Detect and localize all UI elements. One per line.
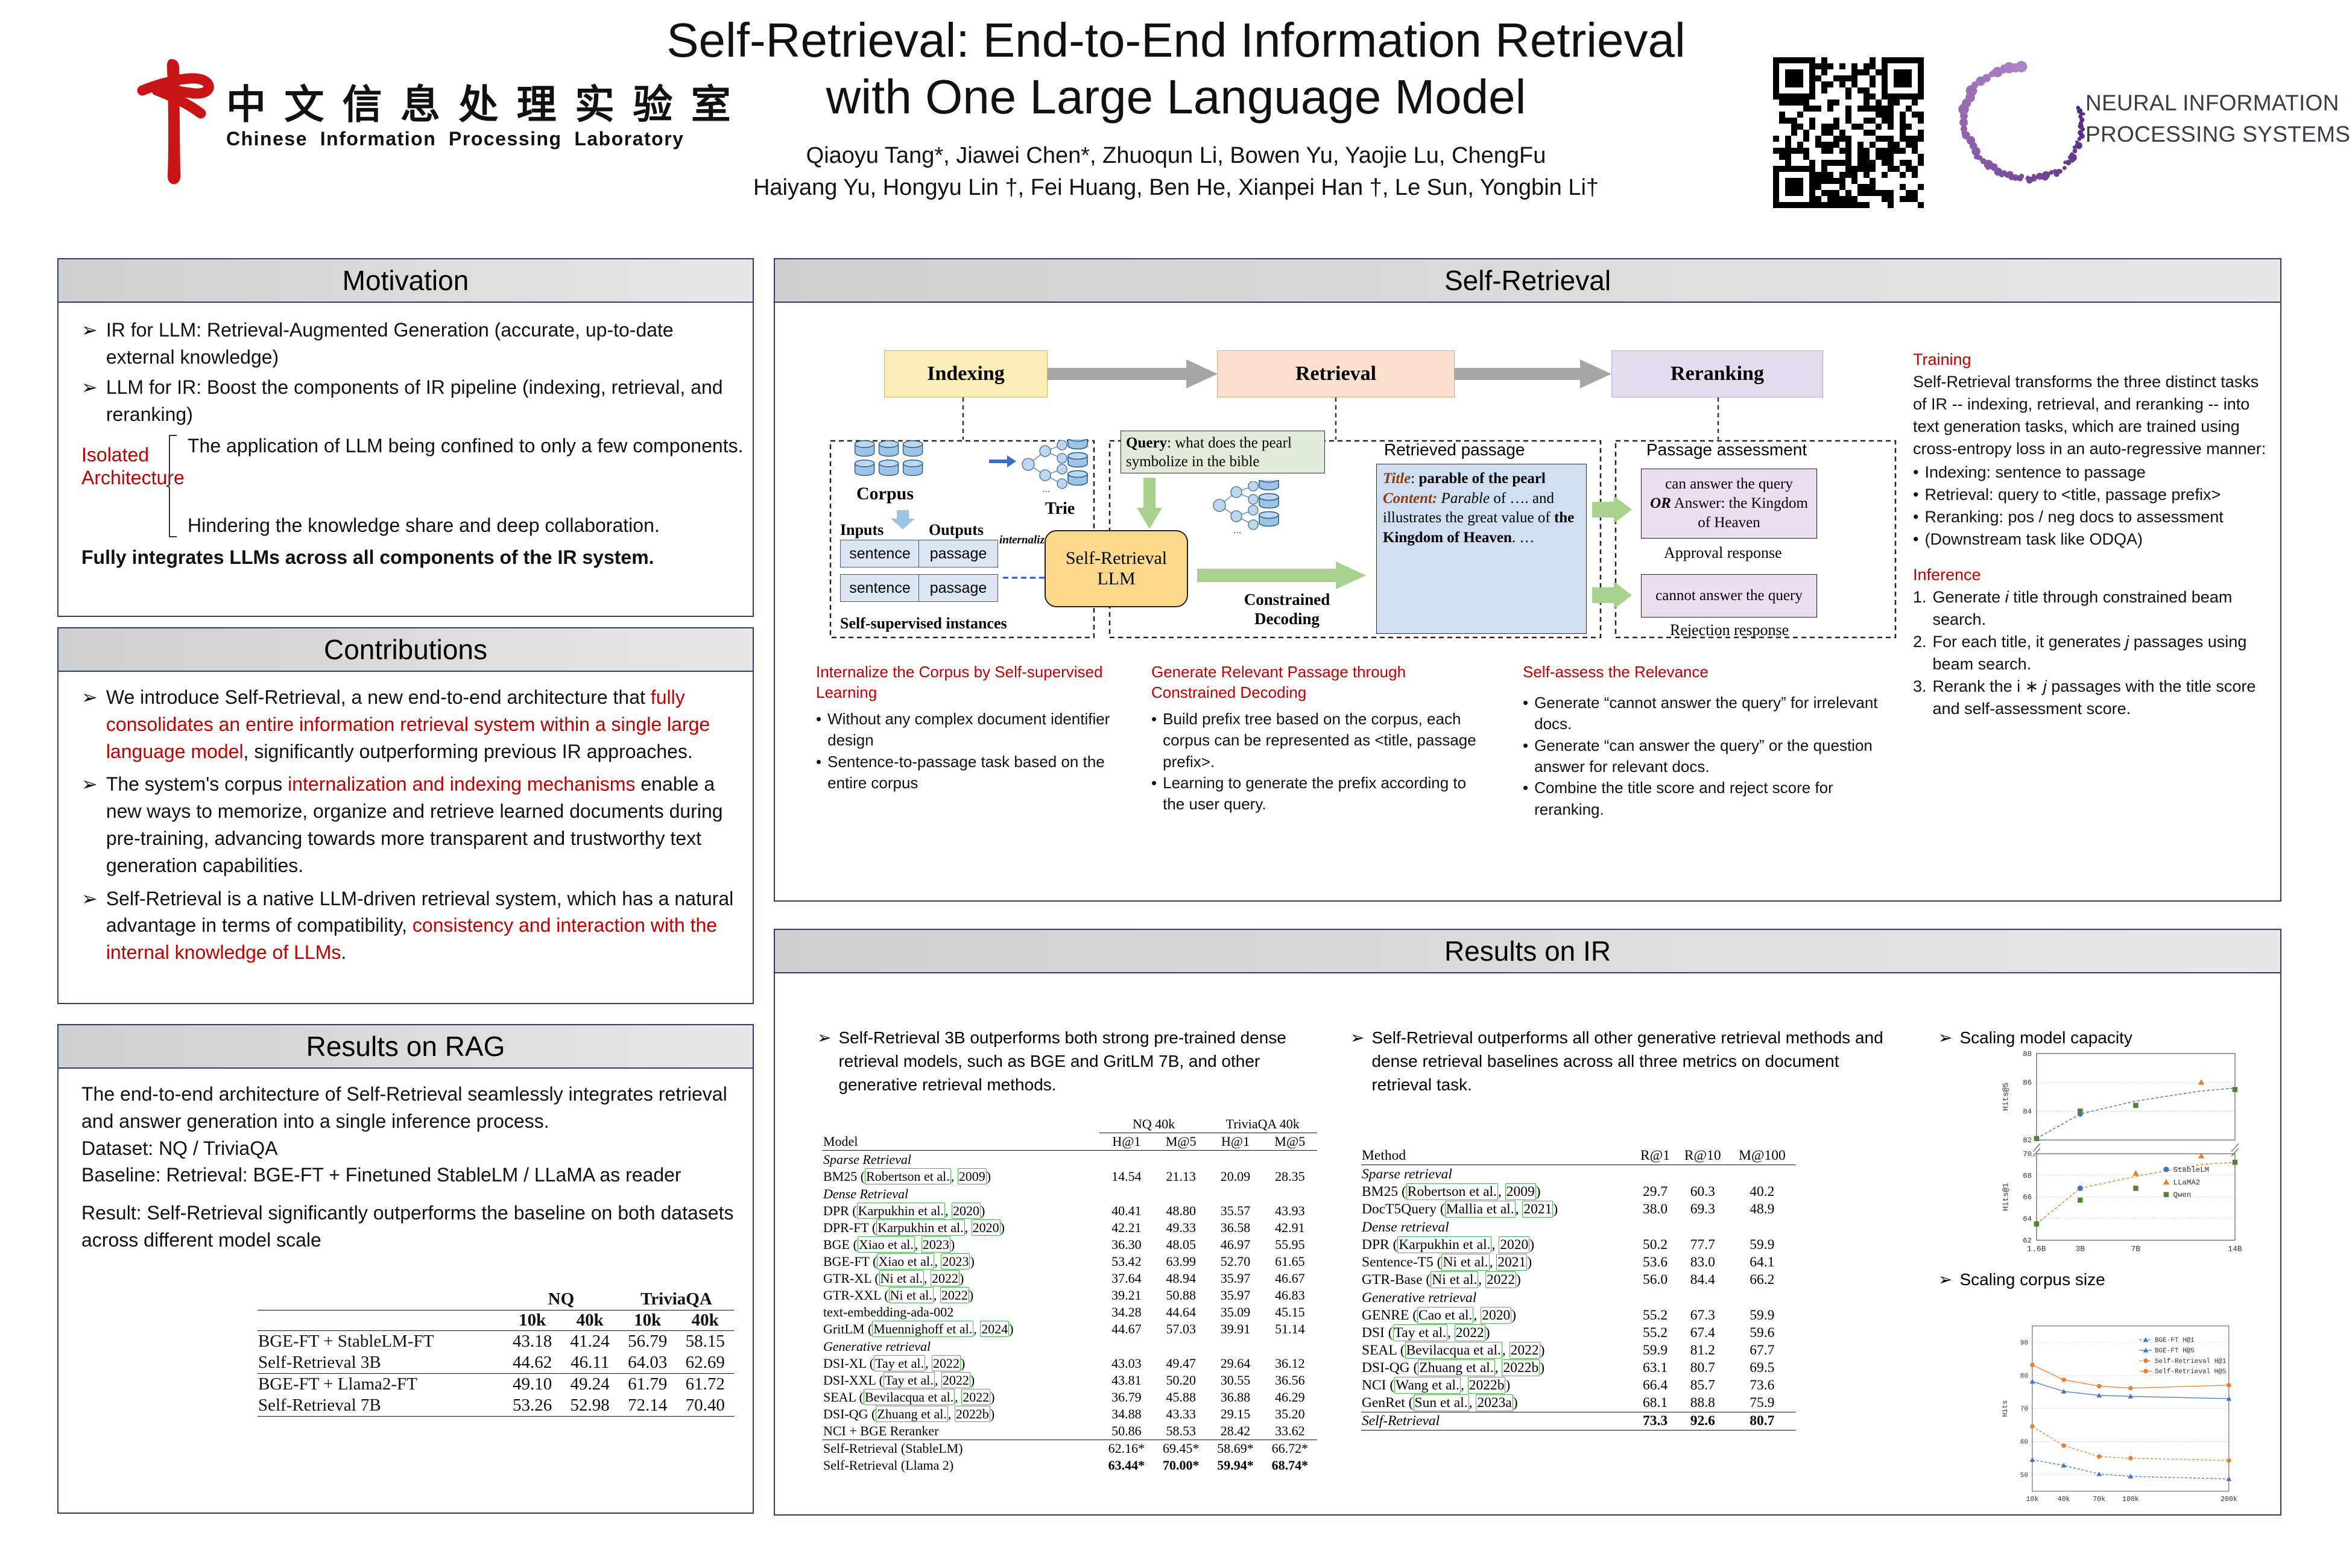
svg-text:70: 70 bbox=[2023, 1150, 2032, 1159]
svg-text:40k: 40k bbox=[2058, 1496, 2070, 1502]
svg-text:10k: 10k bbox=[2026, 1496, 2039, 1502]
svg-text:84: 84 bbox=[2023, 1107, 2032, 1116]
svg-text:...: ... bbox=[1233, 525, 1241, 536]
svg-text:64: 64 bbox=[2023, 1215, 2032, 1223]
svg-text:Hits@5: Hits@5 bbox=[2001, 1083, 2010, 1111]
svg-text:68: 68 bbox=[2023, 1172, 2032, 1180]
svg-text:86: 86 bbox=[2023, 1079, 2032, 1087]
svg-text:88: 88 bbox=[2023, 1050, 2032, 1058]
svg-text:BGE-FT H@5: BGE-FT H@5 bbox=[2155, 1348, 2195, 1355]
svg-text:70k: 70k bbox=[2093, 1496, 2105, 1502]
svg-text:200k: 200k bbox=[2221, 1496, 2237, 1502]
svg-text:50: 50 bbox=[2020, 1472, 2028, 1479]
svg-text:BGE-FT H@1: BGE-FT H@1 bbox=[2155, 1337, 2195, 1344]
svg-text:80: 80 bbox=[2020, 1373, 2028, 1380]
svg-text:7B: 7B bbox=[2131, 1245, 2141, 1252]
svg-text:62: 62 bbox=[2023, 1236, 2032, 1245]
svg-text:PROCESSING SYSTEMS: PROCESSING SYSTEMS bbox=[2085, 122, 2350, 147]
svg-text:Qwen: Qwen bbox=[2173, 1191, 2192, 1200]
svg-text:3B: 3B bbox=[2075, 1245, 2085, 1252]
svg-text:Self-Retrieval H@1: Self-Retrieval H@1 bbox=[2155, 1358, 2227, 1365]
svg-text:Hits@1: Hits@1 bbox=[2001, 1183, 2010, 1211]
svg-text:...: ... bbox=[1042, 484, 1050, 495]
svg-text:100k: 100k bbox=[2122, 1496, 2139, 1502]
svg-text:LLaMA2: LLaMA2 bbox=[2173, 1178, 2201, 1187]
svg-text:Self-Retrieval H@5: Self-Retrieval H@5 bbox=[2155, 1368, 2226, 1376]
svg-text:14B: 14B bbox=[2228, 1245, 2242, 1252]
svg-text:70: 70 bbox=[2020, 1406, 2028, 1413]
svg-text:66: 66 bbox=[2023, 1193, 2032, 1202]
svg-text:NEURAL INFORMATION: NEURAL INFORMATION bbox=[2085, 90, 2339, 115]
svg-text:Hits: Hits bbox=[2002, 1400, 2009, 1417]
svg-text:60: 60 bbox=[2020, 1439, 2028, 1446]
svg-text:82: 82 bbox=[2023, 1136, 2032, 1145]
svg-text:StableLM: StableLM bbox=[2173, 1166, 2209, 1174]
svg-text:90: 90 bbox=[2020, 1340, 2028, 1347]
svg-text:1.6B: 1.6B bbox=[2027, 1245, 2046, 1252]
